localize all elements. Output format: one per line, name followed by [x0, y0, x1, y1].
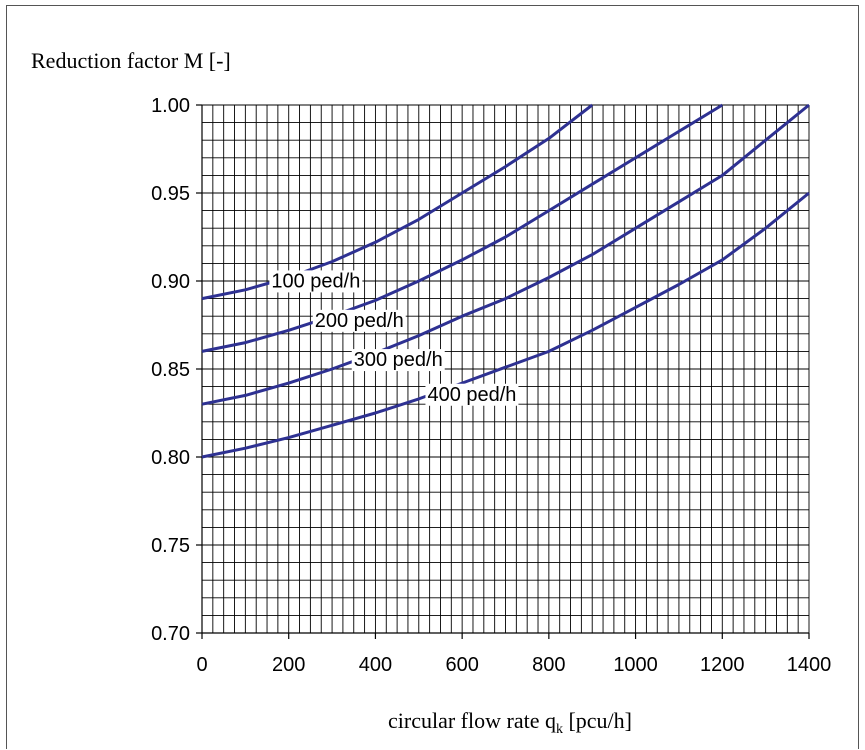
curve-label-1: 100 ped/h	[271, 270, 360, 292]
curve-label-2: 200 ped/h	[315, 310, 404, 332]
curve-label-4: 400 ped/h	[427, 384, 516, 406]
curve-label-background	[425, 383, 519, 406]
tick-labels: 0 200 400 600 800 1000 1200 1400 0.70 0.75 0.80 0.8…	[151, 95, 831, 676]
y-tick-label: 1.00	[151, 95, 190, 117]
y-tick-label: 0.95	[151, 183, 190, 205]
curve-label-3: 300 ped/h	[354, 349, 443, 371]
axes	[196, 104, 810, 639]
x-axis-label-tail: [pcu/h]	[563, 708, 632, 733]
curve-label-background	[351, 349, 445, 372]
curves	[201, 103, 810, 459]
y-axis-label: Reduction factor M [-]	[31, 48, 231, 73]
curve-label-background	[312, 309, 406, 332]
y-tick-label: 0.80	[151, 447, 190, 469]
x-tick-label: 0	[196, 654, 207, 676]
x-axis-label: circular flow rate qk [pcu/h]	[388, 708, 632, 737]
chart-svg: 0 200 400 600 800 1000 1200 1400 0.70 0.75 0.80 0.8…	[31, 48, 831, 737]
curve-label-background	[269, 270, 363, 293]
x-tick-label: 1200	[700, 654, 745, 676]
curve-1	[201, 103, 594, 301]
curve-3	[201, 103, 810, 406]
y-tick-label: 0.90	[151, 271, 190, 293]
x-axis-label-main: circular flow rate q	[388, 708, 556, 733]
x-tick-label: 1000	[613, 654, 658, 676]
x-axis-label-sub: k	[556, 722, 563, 737]
curve-labels: 100 ped/h 200 ped/h 300 ped/h 400 ped/h	[269, 270, 519, 406]
curve-2	[201, 103, 724, 353]
y-tick-label: 0.70	[151, 623, 190, 645]
curve-4	[201, 191, 810, 459]
x-tick-label: 600	[445, 654, 478, 676]
y-tick-label: 0.85	[151, 359, 190, 381]
x-tick-label: 400	[359, 654, 392, 676]
y-tick-label: 0.75	[151, 535, 190, 557]
x-tick-label: 1400	[787, 654, 832, 676]
x-tick-label: 200	[272, 654, 305, 676]
x-tick-label: 800	[532, 654, 565, 676]
chart-frame: 0 200 400 600 800 1000 1200 1400 0.70 0.75 0.80 0.8…	[6, 5, 859, 749]
grid	[201, 104, 810, 634]
